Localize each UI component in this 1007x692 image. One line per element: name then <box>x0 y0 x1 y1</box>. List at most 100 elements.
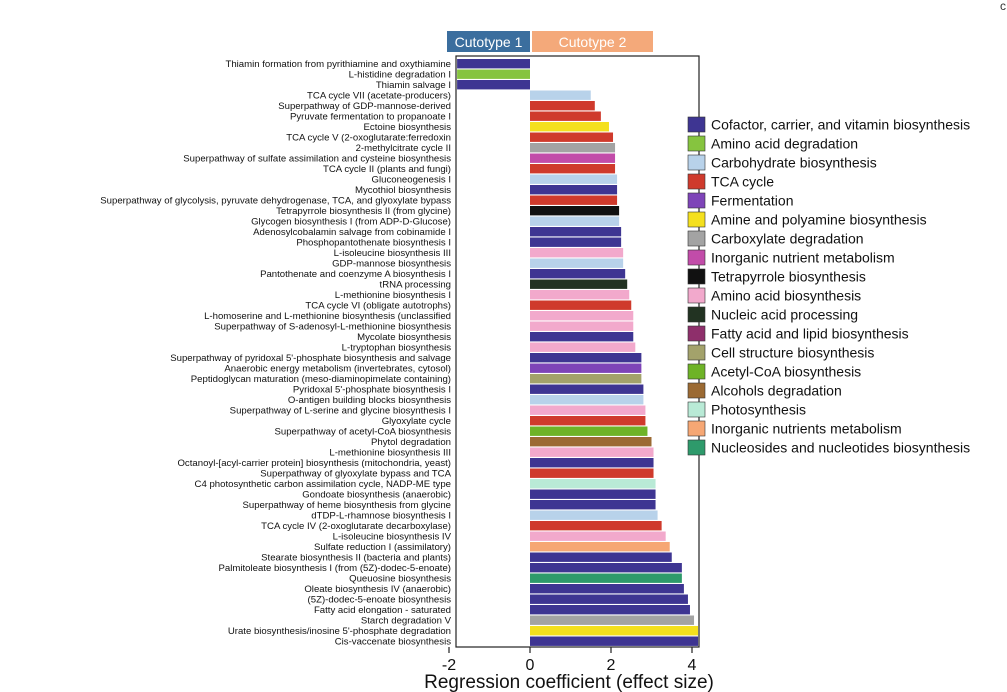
category-label: (5Z)-dodec-5-enoate biosynthesis <box>308 594 452 605</box>
category-label: Superpathway of GDP-mannose-derived <box>278 101 451 112</box>
x-tick-label: 4 <box>688 657 697 674</box>
x-tick-label: 0 <box>526 657 535 674</box>
category-label: L-isoleucine biosynthesis IV <box>333 531 452 542</box>
category-label: L-isoleucine biosynthesis III <box>334 248 451 259</box>
category-label: Cis-vaccenate biosynthesis <box>335 636 451 647</box>
legend-swatch <box>687 230 706 247</box>
bar <box>530 552 672 562</box>
bar <box>530 143 616 153</box>
category-label: Stearate biosynthesis II (bacteria and p… <box>261 552 451 563</box>
legend-swatch <box>687 154 706 171</box>
bar <box>530 258 624 268</box>
category-label: Gluconeogenesis I <box>372 174 451 185</box>
bar <box>530 521 662 531</box>
x-tick-label: -2 <box>442 657 456 674</box>
legend-swatch <box>687 116 706 133</box>
bar <box>530 342 636 352</box>
category-label: GDP-mannose biosynthesis <box>332 258 451 269</box>
category-label: Peptidoglycan maturation (meso-diaminopi… <box>191 374 451 385</box>
category-label: Phosphopantothenate biosynthesis I <box>296 237 451 248</box>
bars <box>457 59 699 646</box>
bar <box>530 584 684 594</box>
category-label: Mycothiol biosynthesis <box>355 185 451 196</box>
group-headers: Cutotype 1 Cutotype 2 <box>447 31 653 52</box>
bar <box>530 269 626 279</box>
bar <box>530 311 634 321</box>
legend-label: Nucleic acid processing <box>711 307 858 323</box>
bar <box>530 605 690 615</box>
category-label: Ectoine biosynthesis <box>364 122 452 133</box>
legend-label: Acetyl-CoA biosynthesis <box>711 364 861 380</box>
bar <box>530 573 682 583</box>
category-label: L-histidine degradation I <box>349 69 451 80</box>
category-label: C4 photosynthetic carbon assimilation cy… <box>195 479 451 490</box>
category-label: TCA cycle II (plants and fungi) <box>323 164 451 175</box>
legend-swatch <box>687 287 706 304</box>
legend-label: Inorganic nutrient metabolism <box>711 250 895 266</box>
legend-swatch <box>687 325 706 342</box>
bar <box>530 248 624 258</box>
bar <box>530 332 634 342</box>
bar <box>530 206 620 216</box>
bar <box>530 489 656 499</box>
category-label: Glyoxylate cycle <box>382 416 451 427</box>
category-label: L-tryptophan biosynthesis <box>342 342 452 353</box>
category-label: Starch degradation V <box>361 615 452 626</box>
category-label: TCA cycle V (2-oxoglutarate:ferredoxin <box>286 132 451 143</box>
category-label: Superpathway of pyridoxal 5'-phosphate b… <box>170 353 451 364</box>
category-label: L-methionine biosynthesis III <box>329 447 451 458</box>
category-label: O-antigen building blocks biosynthesis <box>288 395 451 406</box>
legend-label: Amino acid degradation <box>711 136 858 152</box>
category-label: Fatty acid elongation - saturated <box>314 605 451 616</box>
bar <box>530 101 595 111</box>
bar <box>530 321 634 331</box>
bar <box>530 353 642 363</box>
legend-label: Nucleosides and nucleotides biosynthesis <box>711 440 970 456</box>
bar <box>530 237 622 247</box>
legend-label: Fermentation <box>711 193 793 209</box>
category-label: Superpathway of glycolysis, pyruvate deh… <box>100 195 451 206</box>
bar <box>530 479 656 489</box>
legend-label: Carboxylate degradation <box>711 231 864 247</box>
bar <box>530 437 652 447</box>
bar <box>530 405 646 415</box>
bar <box>530 500 656 510</box>
bar <box>530 426 648 436</box>
bar <box>530 216 620 226</box>
bar <box>530 279 628 289</box>
bar <box>530 300 632 310</box>
bar <box>530 185 618 195</box>
corner-label: c <box>1000 0 1006 13</box>
category-label: Anaerobic energy metabolism (invertebrat… <box>224 363 451 374</box>
category-label: Superpathway of S-adenosyl-L-methionine … <box>214 321 451 332</box>
bar <box>530 164 616 174</box>
x-axis: -2 0 2 4 <box>442 647 697 674</box>
x-axis-title: Regression coefficient (effect size) <box>424 672 714 692</box>
bar <box>530 132 614 142</box>
group-header-label: Cutotype 2 <box>559 34 627 50</box>
category-labels: Thiamin formation from pyrithiamine and … <box>100 59 451 648</box>
bar <box>530 90 591 100</box>
x-tick-label: 2 <box>607 657 616 674</box>
category-label: TCA cycle IV (2-oxoglutarate decarboxyla… <box>261 521 451 532</box>
bar <box>530 122 609 132</box>
category-label: tRNA processing <box>380 279 451 290</box>
legend-label: Photosynthesis <box>711 402 806 418</box>
legend-swatch <box>687 173 706 190</box>
legend-label: Amino acid biosynthesis <box>711 288 861 304</box>
legend-swatch <box>687 344 706 361</box>
legend-swatch <box>687 135 706 152</box>
legend-label: TCA cycle <box>711 174 774 190</box>
legend-swatch <box>687 401 706 418</box>
legend-swatch <box>687 363 706 380</box>
category-label: Mycolate biosynthesis <box>357 332 451 343</box>
bar <box>530 626 699 636</box>
category-label: Superpathway of heme biosynthesis from g… <box>242 500 451 511</box>
category-label: Superpathway of acetyl-CoA biosynthesis <box>274 426 451 437</box>
bar <box>530 195 618 205</box>
bar <box>530 111 601 121</box>
category-label: Sulfate reduction I (assimilatory) <box>314 542 451 553</box>
category-label: Urate biosynthesis/inosine 5'-phosphate … <box>228 626 451 637</box>
category-label: Adenosylcobalamin salvage from cobinamid… <box>253 227 451 238</box>
